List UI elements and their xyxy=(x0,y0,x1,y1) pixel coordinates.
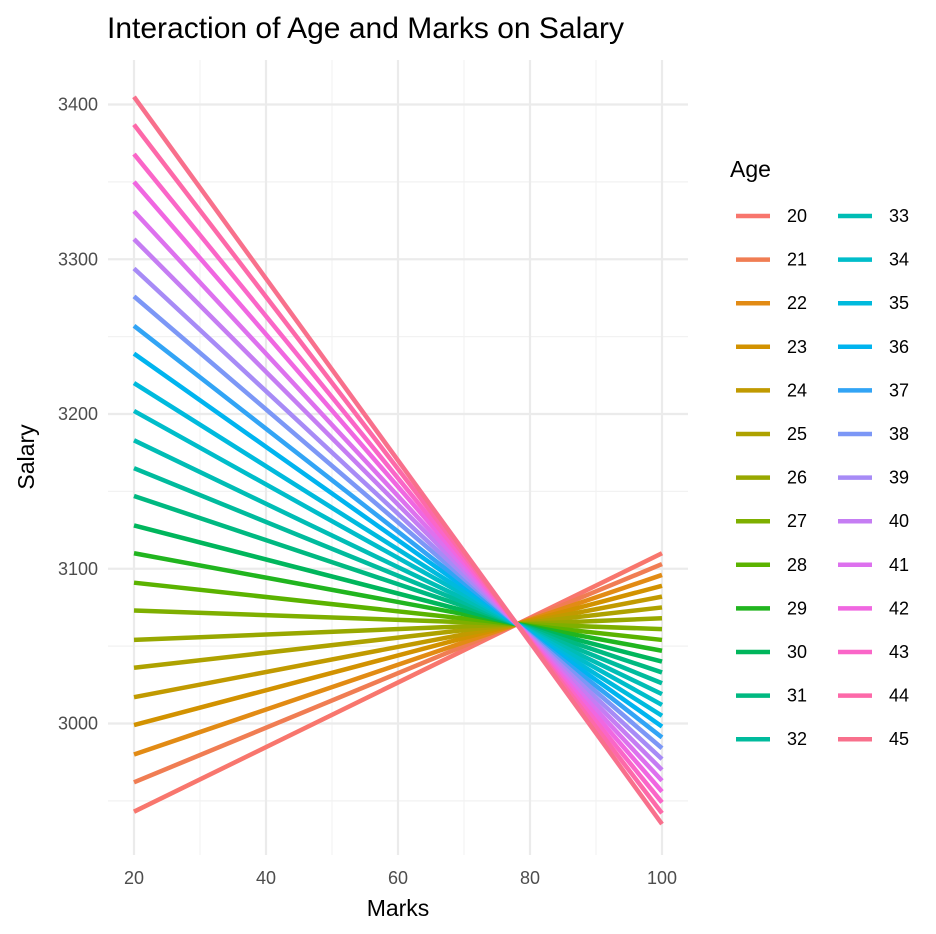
legend-label: 32 xyxy=(787,729,807,749)
legend: Age 20 21 22 23 24 25 26 27 28 29 30 31 32 33 34 35 36 37… xyxy=(730,156,909,749)
series-line-age-34 xyxy=(132,408,664,707)
legend-item-22: 22 xyxy=(736,293,807,313)
legend-item-25: 25 xyxy=(736,424,807,444)
x-tick-label: 60 xyxy=(388,868,408,888)
legend-item-34: 34 xyxy=(838,250,909,270)
legend-item-31: 31 xyxy=(736,686,807,706)
legend-label: 44 xyxy=(889,686,909,706)
series-line-age-42 xyxy=(132,180,664,794)
legend-label: 36 xyxy=(889,337,909,357)
series-line-age-35 xyxy=(132,381,664,718)
legend-item-20: 20 xyxy=(736,206,807,226)
series-line-age-29 xyxy=(133,551,663,653)
series-line-age-23 xyxy=(133,583,663,728)
y-tick-label: 3100 xyxy=(58,559,98,579)
series-line-age-26 xyxy=(133,616,663,643)
legend-item-36: 36 xyxy=(838,337,909,357)
legend-item-21: 21 xyxy=(736,250,807,270)
legend-item-26: 26 xyxy=(736,468,807,488)
legend-items: 20 21 22 23 24 25 26 27 28 29 30 31 32 33 34 35 36 37 38 39… xyxy=(736,206,909,749)
y-tick-label: 3000 xyxy=(58,714,98,734)
legend-label: 30 xyxy=(787,642,807,662)
series-line-age-20 xyxy=(133,551,663,814)
x-tick-label: 100 xyxy=(647,868,677,888)
legend-item-28: 28 xyxy=(736,555,807,575)
legend-item-40: 40 xyxy=(838,511,909,531)
legend-item-39: 39 xyxy=(838,468,909,488)
legend-item-32: 32 xyxy=(736,729,807,749)
x-tick-label: 80 xyxy=(520,868,540,888)
legend-label: 29 xyxy=(787,598,807,618)
y-tick-label: 3400 xyxy=(58,95,98,115)
legend-item-37: 37 xyxy=(838,380,909,400)
legend-item-35: 35 xyxy=(838,293,909,313)
x-axis-ticks: 20 40 60 80 100 xyxy=(124,868,677,888)
legend-item-24: 24 xyxy=(736,380,807,400)
series-line-age-22 xyxy=(133,572,663,757)
legend-label: 23 xyxy=(787,337,807,357)
legend-label: 25 xyxy=(787,424,807,444)
series-line-age-44 xyxy=(132,123,664,815)
legend-label: 43 xyxy=(889,642,909,662)
y-axis-ticks: 3000 3100 3200 3300 3400 xyxy=(58,95,98,734)
legend-item-41: 41 xyxy=(838,555,909,575)
series-line-age-33 xyxy=(133,438,663,697)
legend-label: 37 xyxy=(889,380,909,400)
series-line-age-43 xyxy=(132,152,664,804)
major-gridlines xyxy=(108,60,688,855)
x-tick-label: 20 xyxy=(124,868,144,888)
y-tick-label: 3300 xyxy=(58,249,98,269)
series-line-age-36 xyxy=(132,351,664,729)
series-line-age-41 xyxy=(132,209,664,783)
legend-label: 28 xyxy=(787,555,807,575)
legend-label: 20 xyxy=(787,206,807,226)
series-line-age-37 xyxy=(132,324,664,740)
series-line-age-32 xyxy=(133,466,663,686)
legend-label: 39 xyxy=(889,468,909,488)
series-line-age-45 xyxy=(132,95,664,826)
legend-label: 38 xyxy=(889,424,909,444)
series-line-age-28 xyxy=(133,580,663,643)
legend-item-27: 27 xyxy=(736,511,807,531)
legend-label: 35 xyxy=(889,293,909,313)
legend-title: Age xyxy=(730,156,771,182)
series-lines xyxy=(132,95,664,826)
series-line-age-30 xyxy=(133,523,663,664)
legend-label: 27 xyxy=(787,511,807,531)
legend-label: 21 xyxy=(787,250,807,270)
series-line-age-25 xyxy=(133,605,663,671)
x-tick-label: 40 xyxy=(256,868,276,888)
series-line-age-24 xyxy=(133,594,663,700)
legend-label: 42 xyxy=(889,598,909,618)
legend-label: 26 xyxy=(787,468,807,488)
chart-title: Interaction of Age and Marks on Salary xyxy=(107,12,624,45)
legend-item-23: 23 xyxy=(736,337,807,357)
series-line-age-40 xyxy=(132,237,664,772)
legend-label: 31 xyxy=(787,686,807,706)
series-line-age-38 xyxy=(132,294,664,750)
legend-label: 22 xyxy=(787,293,807,313)
legend-label: 40 xyxy=(889,511,909,531)
legend-label: 24 xyxy=(787,380,807,400)
x-axis-title: Marks xyxy=(367,895,430,921)
legend-item-33: 33 xyxy=(838,206,909,226)
y-axis-title: Salary xyxy=(13,424,39,490)
legend-item-30: 30 xyxy=(736,642,807,662)
legend-item-43: 43 xyxy=(838,642,909,662)
legend-item-38: 38 xyxy=(838,424,909,444)
legend-item-29: 29 xyxy=(736,598,807,618)
legend-label: 41 xyxy=(889,555,909,575)
series-line-age-21 xyxy=(133,562,663,785)
legend-item-44: 44 xyxy=(838,686,909,706)
legend-label: 45 xyxy=(889,729,909,749)
y-tick-label: 3200 xyxy=(58,404,98,424)
series-line-age-27 xyxy=(133,608,663,632)
legend-label: 33 xyxy=(889,206,909,226)
series-line-age-39 xyxy=(132,266,664,761)
legend-item-45: 45 xyxy=(838,729,909,749)
series-line-age-31 xyxy=(133,493,663,675)
legend-item-42: 42 xyxy=(838,598,909,618)
legend-label: 34 xyxy=(889,250,909,270)
